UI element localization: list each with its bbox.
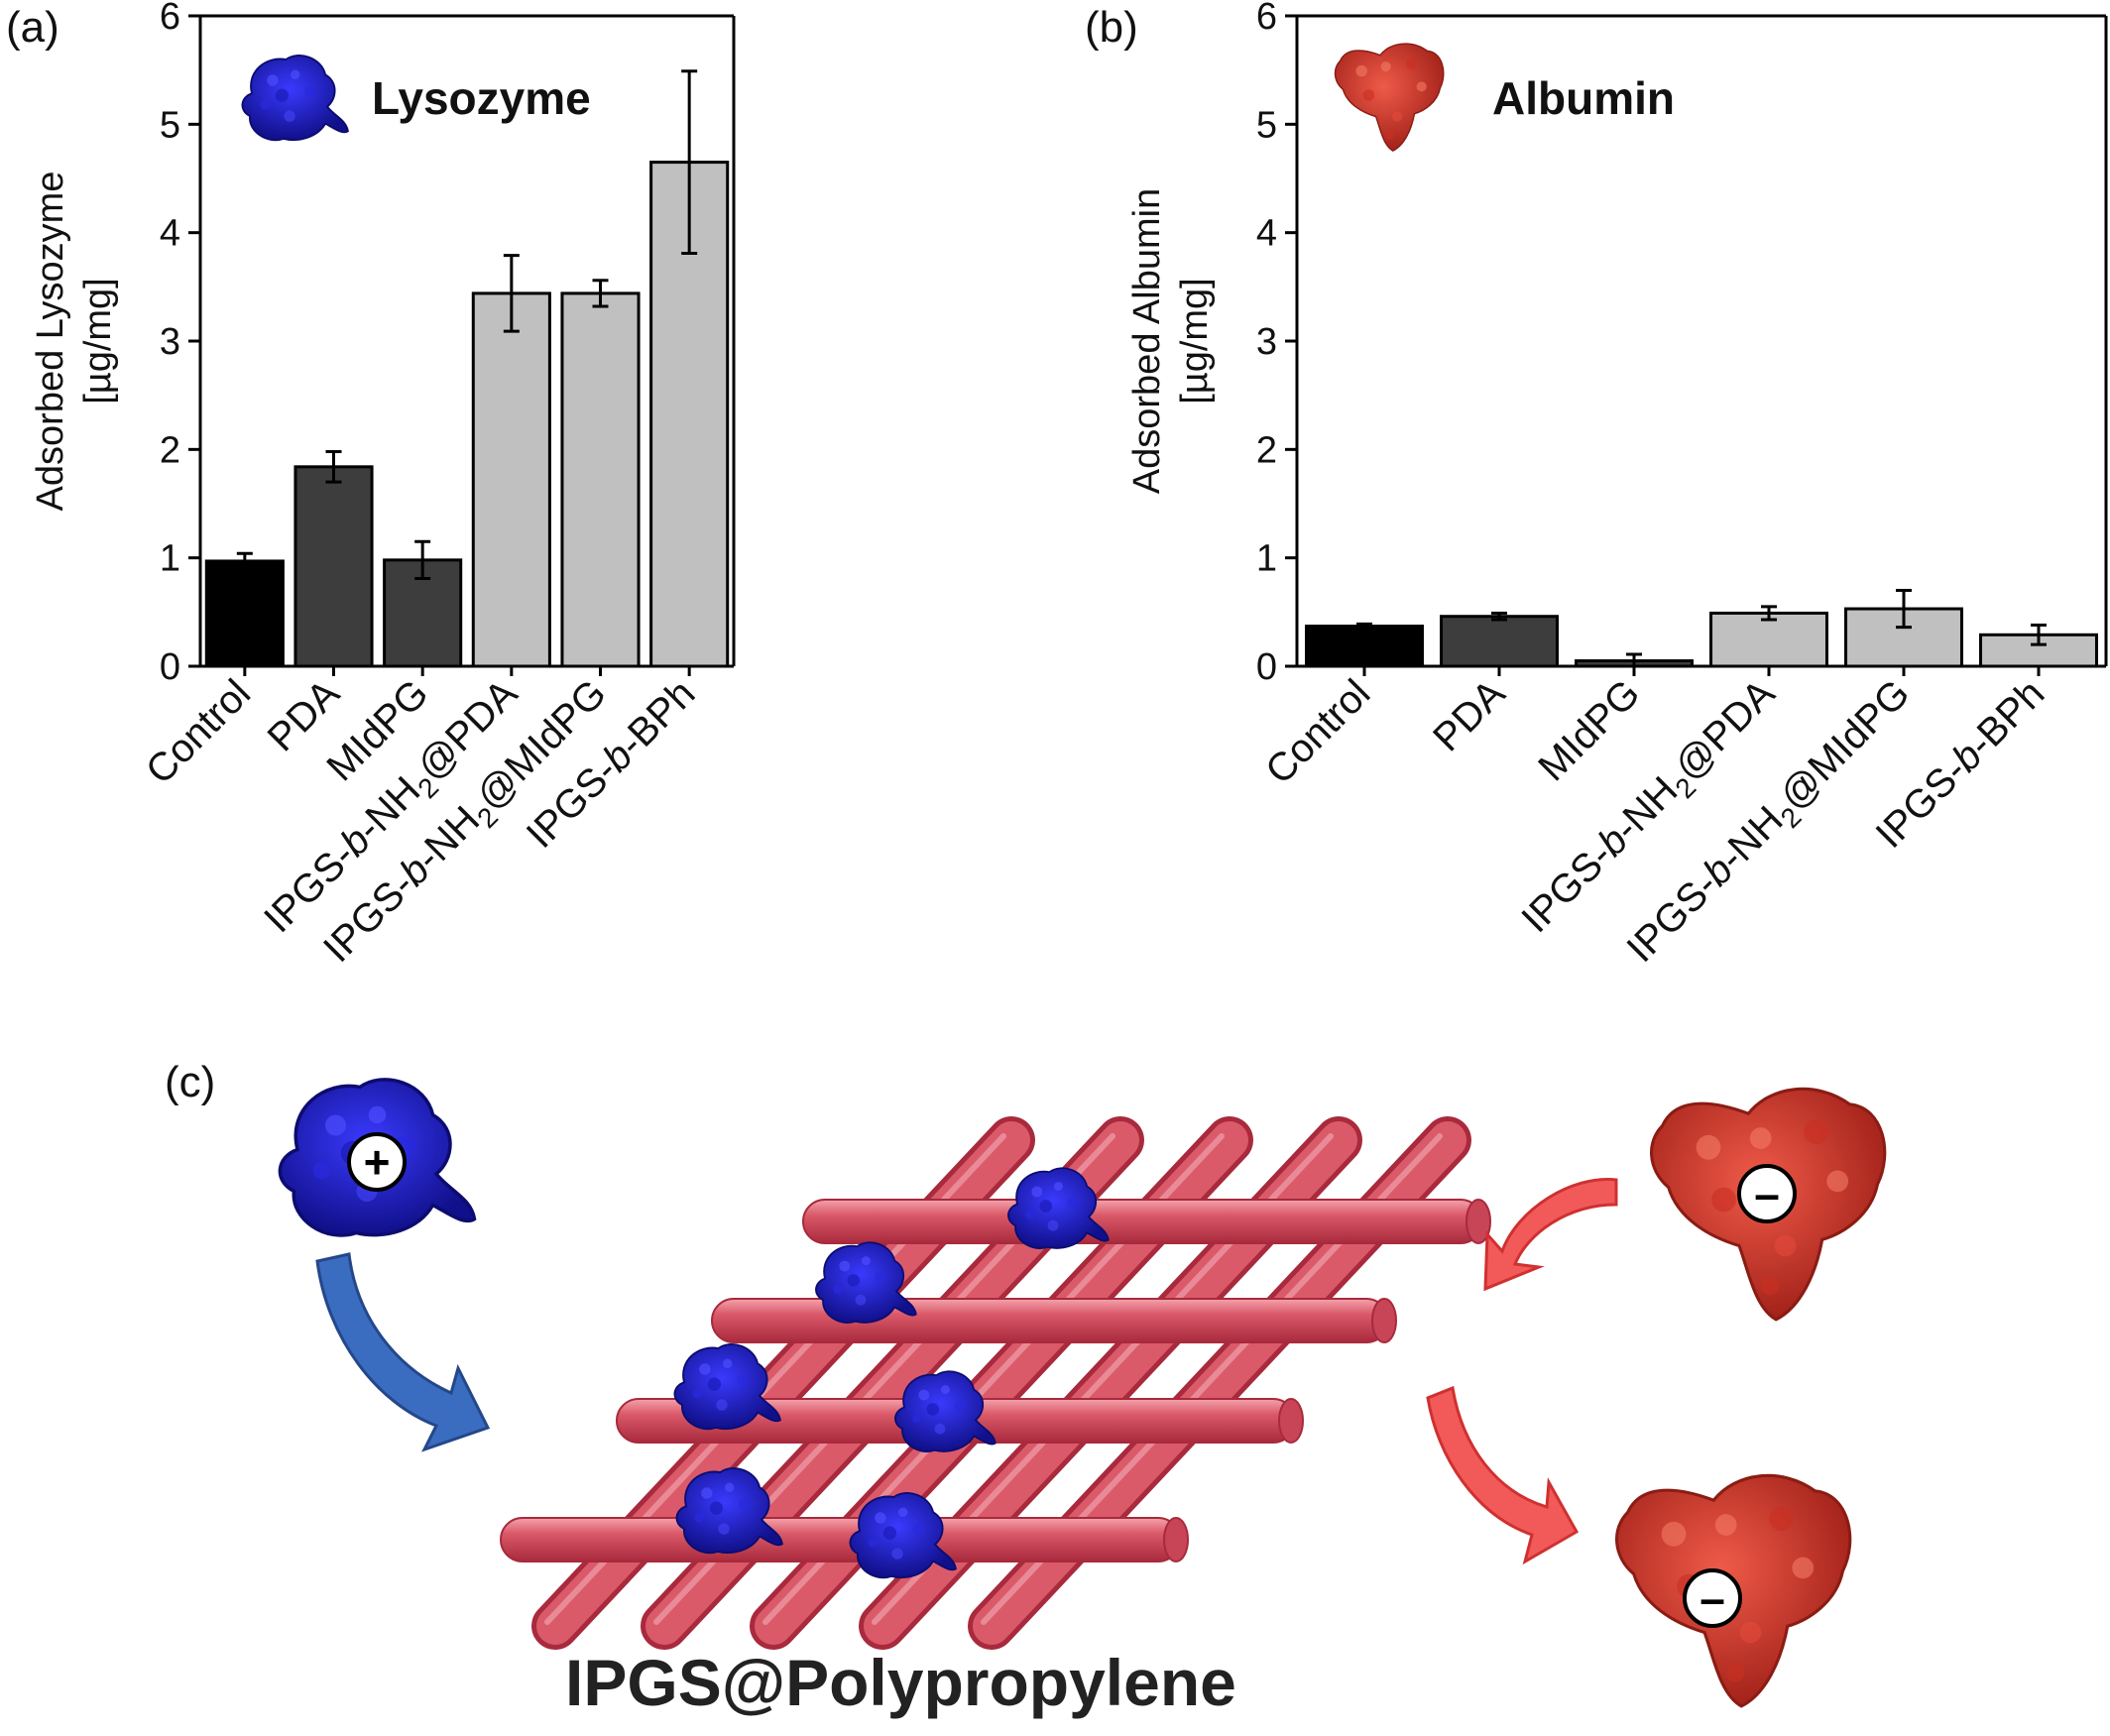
y-tick-label: 6 (160, 0, 180, 38)
y-axis-title-line1: Adsorbed Lysozyme (30, 172, 71, 512)
lysozyme-on-fiber-icon (849, 1492, 957, 1579)
x-tick-label: IPGS-b-NH2@PDA (1513, 671, 1788, 946)
panel-label-b: (b) (1085, 3, 1138, 52)
bar (1709, 611, 1828, 668)
bar (293, 465, 374, 668)
error-bar (681, 69, 698, 255)
y-tick-label: 2 (1256, 429, 1277, 471)
y-tick-label: 5 (160, 104, 180, 146)
fiber-end (1278, 1398, 1304, 1444)
y-tick-label: 1 (160, 538, 180, 580)
x-tick-label: Control (138, 671, 259, 792)
bar (560, 291, 641, 668)
panel-label-a: (a) (6, 3, 59, 52)
error-bar (414, 539, 431, 580)
positive-charge-label: + (364, 1136, 391, 1188)
lysozyme-on-fiber-icon (673, 1343, 781, 1431)
error-bar (1356, 622, 1372, 631)
y-axis-title-line2: [µg/mg] (1174, 278, 1216, 405)
lysozyme-protein-icon (241, 55, 349, 142)
error-bar (1761, 605, 1777, 622)
y-tick-label: 6 (1256, 0, 1277, 38)
blue-arrow-icon (315, 1252, 491, 1452)
y-axis-title-line2: [µg/mg] (77, 278, 119, 405)
error-bar (503, 254, 520, 333)
negative-charge-icon (1683, 1568, 1742, 1628)
legend-label-lysozyme: Lysozyme (372, 72, 591, 124)
error-bar (592, 279, 609, 308)
fiber (802, 1199, 1483, 1244)
albumin-protein-icon (1334, 43, 1445, 152)
y-tick-label: 0 (1256, 646, 1277, 688)
fiber-end (1465, 1199, 1491, 1244)
red-arrow-approach-icon (1483, 1178, 1618, 1292)
panel-label-c: (c) (165, 1058, 215, 1106)
bar (471, 291, 551, 668)
fiber (711, 1298, 1389, 1343)
y-tick-label: 1 (1256, 538, 1277, 580)
negative-charge-label-2: – (1700, 1572, 1725, 1624)
y-tick-label: 4 (160, 213, 180, 255)
negative-charge-icon (1737, 1164, 1797, 1223)
adsorption-diagram: (c) + – – IPGS@Polypro (165, 1058, 1887, 1719)
error-bar (1491, 611, 1507, 622)
red-arrow-repelled-icon (1426, 1385, 1580, 1565)
positive-charge-icon (347, 1132, 407, 1192)
lysozyme-on-fiber-icon (675, 1467, 783, 1555)
error-bar (2031, 623, 2047, 646)
y-axis-title-line1: Adsorbed Albumin (1126, 188, 1168, 494)
y-tick-label: 3 (1256, 321, 1277, 363)
y-tick-label: 0 (160, 646, 180, 688)
x-tick-label: Control (1257, 671, 1378, 792)
error-bar (325, 450, 342, 484)
fiber-end (1371, 1298, 1397, 1343)
y-tick-label: 4 (1256, 213, 1277, 255)
x-tick-label: PDA (1425, 671, 1513, 759)
fiber (500, 1517, 1181, 1562)
y-tick-label: 5 (1256, 104, 1277, 146)
legend-label-albumin: Albumin (1492, 72, 1675, 124)
bar (1440, 615, 1559, 668)
y-tick-label: 2 (160, 429, 180, 471)
error-bar (1896, 588, 1912, 630)
x-tick-label: MIdPG (318, 671, 436, 789)
negative-charge-label-1: – (1754, 1168, 1780, 1219)
y-tick-label: 3 (160, 321, 180, 363)
x-tick-label: MIdPG (1530, 671, 1648, 789)
error-bar (236, 551, 253, 571)
chart-albumin: 0 1 2 3 4 5 6 Adsorbed Albumin [µg/mg] Control PDA… (1126, 0, 2108, 971)
fiber-end (1163, 1517, 1189, 1562)
diagram-title: IPGS@Polypropylene (565, 1646, 1236, 1719)
bar (204, 559, 285, 668)
bar (1305, 625, 1424, 668)
